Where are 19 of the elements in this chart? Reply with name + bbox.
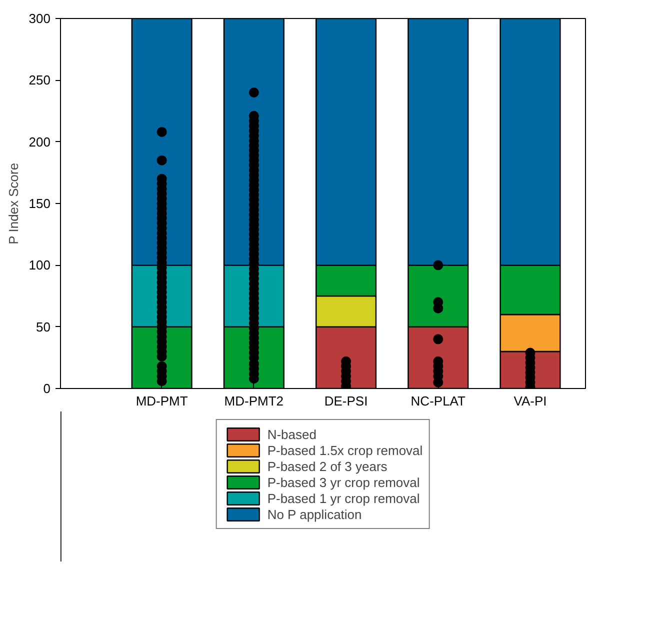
y-tick-label: 250 <box>28 72 51 88</box>
x-tick-label: MD-PMT2 <box>224 394 284 408</box>
y-tick-label: 300 <box>28 11 51 26</box>
x-tick-label: DE-PSI <box>324 394 368 408</box>
legend-label: P-based 2 of 3 years <box>267 458 388 474</box>
y-tick-label: 50 <box>36 319 51 334</box>
y-tick-label: 100 <box>28 258 51 273</box>
legend-label: P-based 3 yr crop removal <box>267 474 420 490</box>
y-tick-label: 0 <box>43 381 51 396</box>
y-tick-label: 200 <box>28 134 51 150</box>
y-axis-title: P Index Score <box>6 162 21 244</box>
legend-label: P-based 1 yr crop removal <box>267 490 420 506</box>
y-tick-label: 150 <box>28 196 51 211</box>
x-tick-label: VA-PI <box>514 394 547 408</box>
legend-label: N-based <box>267 426 316 442</box>
x-tick-label: NC-PLAT <box>410 394 466 408</box>
legend-label: P-based 1.5x crop removal <box>267 442 423 458</box>
legend-label: No P application <box>267 506 362 522</box>
x-tick-label: MD-PMT <box>136 394 188 408</box>
